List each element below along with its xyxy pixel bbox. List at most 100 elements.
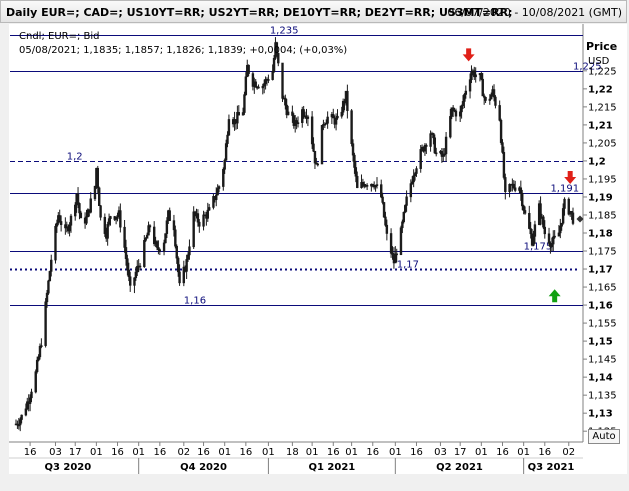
candle-body xyxy=(192,211,195,248)
candle-body xyxy=(17,424,21,427)
candle-body xyxy=(450,107,453,117)
candle-body xyxy=(86,209,90,218)
candle-body xyxy=(24,408,28,416)
level-label: 1,2 xyxy=(67,152,83,163)
candle-body xyxy=(68,224,71,232)
time-tick-label: 01 xyxy=(132,447,145,458)
last-price-marker xyxy=(576,215,584,223)
candle-body xyxy=(16,423,19,426)
time-tick-label: 17 xyxy=(69,447,82,458)
candle-body xyxy=(435,152,438,155)
time-tick-label: 01 xyxy=(218,447,231,458)
candle-body xyxy=(40,345,43,347)
candle-body xyxy=(175,245,178,259)
chart-date-range: 06/07/2020 - 10/08/2021 (GMT) xyxy=(447,6,622,19)
price-tick-label: 1,185 xyxy=(588,210,617,221)
candle-body xyxy=(411,181,414,184)
candle-body xyxy=(409,183,413,198)
time-tick-label: 16 xyxy=(24,447,37,458)
candle-body xyxy=(360,182,363,189)
candle-body xyxy=(267,79,270,81)
candle-body xyxy=(44,301,47,346)
time-tick-label: 16 xyxy=(538,447,551,458)
candle-body xyxy=(402,211,405,223)
candle-body xyxy=(443,153,446,156)
support-resistance-levels: 1,235 1,225 1,2 1,191 1,175 1,17 1,16 xyxy=(10,26,602,307)
candle-body xyxy=(202,214,205,227)
candle-body xyxy=(227,119,231,136)
candle-body xyxy=(186,254,190,260)
green-up-arrow-icon xyxy=(548,289,561,303)
candle-body xyxy=(492,89,496,98)
price-tick-label: 1,17 xyxy=(588,265,613,276)
candle-body xyxy=(54,225,57,261)
candle-body xyxy=(96,167,99,189)
chart-title-bar[interactable]: Daily EUR=; CAD=; US10YT=RR; US2YT=RR; D… xyxy=(0,0,627,23)
price-tick-label: 1,13 xyxy=(588,409,613,420)
candle-body xyxy=(28,397,32,404)
candle-body xyxy=(559,225,562,234)
candle-body xyxy=(323,123,327,126)
quarter-label: Q2 2021 xyxy=(436,462,483,473)
candle-body xyxy=(405,196,408,206)
candle-body xyxy=(341,100,345,113)
candle-body xyxy=(371,183,374,187)
candle-body xyxy=(532,236,535,246)
candle-body xyxy=(519,187,523,194)
price-tick-label: 1,19 xyxy=(588,192,613,203)
candle-body xyxy=(550,243,554,248)
candle-body xyxy=(444,136,448,155)
candle-body xyxy=(216,188,219,196)
candle-body xyxy=(433,137,437,154)
candle-body xyxy=(93,185,97,200)
price-tick-label: 1,155 xyxy=(588,319,617,330)
price-tick-label: 1,14 xyxy=(588,373,613,384)
candle-body xyxy=(547,233,551,244)
time-tick-label: 02 xyxy=(177,447,190,458)
candle-body xyxy=(350,110,353,145)
candle-body xyxy=(198,221,201,227)
auto-scale-button[interactable]: Auto xyxy=(588,429,620,444)
candle-body xyxy=(291,111,294,116)
candle-body xyxy=(473,70,476,78)
candle-body xyxy=(272,57,276,72)
candle-body xyxy=(454,110,458,117)
candle-body xyxy=(59,221,63,225)
candle-body xyxy=(340,111,343,117)
candle-body xyxy=(165,220,169,234)
candle-body xyxy=(174,229,177,247)
candle-body xyxy=(502,152,506,178)
candle-body xyxy=(35,359,39,372)
candle-body xyxy=(567,198,570,215)
candle-body xyxy=(164,233,167,244)
candle-body xyxy=(262,83,266,87)
candle-body xyxy=(129,276,132,286)
candle-body xyxy=(425,144,428,147)
candle-body xyxy=(464,90,468,95)
candle-body xyxy=(152,226,156,245)
candle-body xyxy=(334,117,338,125)
candle-body xyxy=(136,266,139,273)
candle-body xyxy=(310,116,314,145)
candle-body xyxy=(412,175,415,183)
time-tick-label: 03 xyxy=(434,447,447,458)
candle-body xyxy=(74,204,77,217)
candle-body xyxy=(45,292,49,303)
time-tick-label: 16 xyxy=(410,447,423,458)
candle-body xyxy=(399,227,403,255)
level-label: 1,191 xyxy=(550,184,579,195)
candle-body xyxy=(247,64,250,74)
candle-body xyxy=(521,192,524,207)
candle-body xyxy=(326,116,329,124)
candle-body xyxy=(143,240,146,267)
candle-body xyxy=(301,109,304,123)
candle-body xyxy=(542,216,545,228)
candle-body xyxy=(37,356,40,361)
candle-body xyxy=(148,225,152,228)
candle-body xyxy=(361,182,365,185)
candle-body xyxy=(296,122,300,124)
candle-body xyxy=(222,169,225,187)
time-tick-label: 16 xyxy=(366,447,379,458)
